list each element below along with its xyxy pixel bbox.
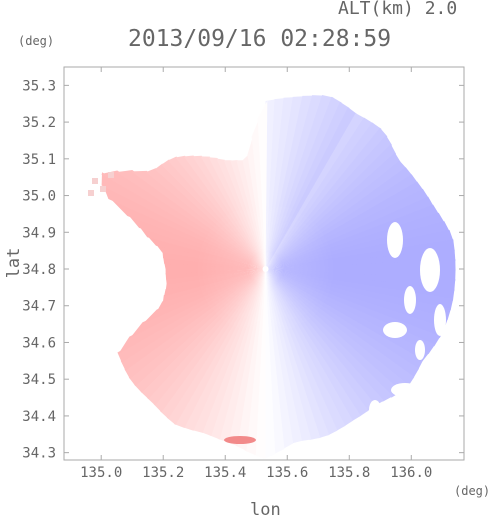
y-tick-label: 34.6 (22, 335, 56, 351)
y-tick-label: 34.4 (22, 409, 56, 425)
x-tick-label: 135.0 (80, 465, 122, 481)
y-tick-label: 35.3 (22, 78, 56, 94)
echo-gap (369, 400, 381, 420)
altitude-label: ALT(km) 2.0 (338, 0, 458, 19)
strong-echo (224, 436, 256, 444)
echo-speck (108, 172, 114, 178)
x-tick-label: 135.4 (204, 465, 246, 481)
radar-site (262, 266, 269, 273)
plot-frame (63, 66, 465, 461)
y-tick-label: 35.0 (22, 189, 56, 205)
y-unit-label: (deg) (18, 34, 55, 48)
velocity-sector (164, 269, 266, 297)
echo-speck (100, 186, 106, 192)
velocity-sector (165, 269, 266, 291)
y-tick-label: 34.9 (22, 225, 56, 241)
velocity-sector (130, 269, 266, 339)
x-tick-label: 136.0 (390, 465, 432, 481)
x-tick-label: 135.6 (266, 465, 308, 481)
echo-speck (92, 178, 98, 184)
x-axis-ticks: 135.0 135.2 135.4 135.6 135.8 136.0 (80, 67, 432, 481)
echo-gap (434, 304, 446, 336)
y-tick-label: 35.1 (22, 152, 56, 168)
x-unit-label: (deg) (454, 484, 491, 498)
velocity-sector (216, 158, 266, 270)
echo-gap (383, 322, 407, 338)
echo-gap (415, 340, 425, 360)
velocity-field (88, 94, 456, 460)
echo-gap (391, 383, 419, 397)
velocity-sector (208, 157, 266, 270)
chart-title: 2013/09/16 02:28:59 (128, 26, 392, 52)
echo-speck (88, 190, 94, 196)
y-axis-ticks: 34.3 34.4 34.5 34.6 34.7 34.8 34.9 35.0 35.1 35.2… (22, 78, 464, 462)
y-tick-label: 34.3 (22, 446, 56, 462)
echo-gap (420, 248, 440, 292)
x-tick-label: 135.8 (328, 465, 370, 481)
echo-gap (404, 286, 416, 314)
y-tick-label: 34.7 (22, 299, 56, 315)
y-tick-label: 34.8 (22, 262, 56, 278)
x-axis-label: lon (250, 500, 281, 520)
echo-gap (387, 222, 403, 258)
x-tick-label: 135.2 (142, 465, 184, 481)
y-tick-label: 35.2 (22, 115, 56, 131)
y-tick-label: 34.5 (22, 372, 56, 388)
